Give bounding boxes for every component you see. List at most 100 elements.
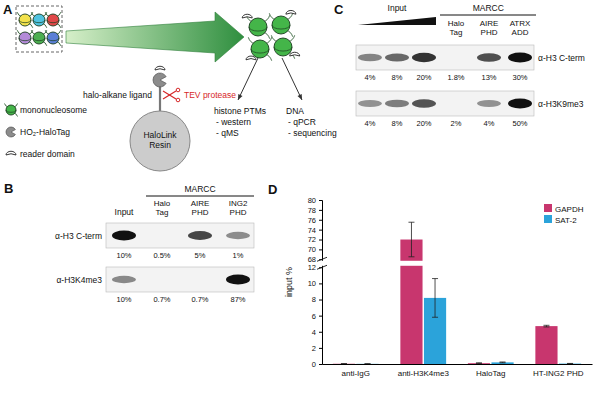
- dna-wrap: [47, 20, 59, 23]
- error-cap: [341, 363, 347, 364]
- nucleosome-icon: [45, 12, 61, 28]
- nucleosome-core: [274, 38, 292, 56]
- panel-label: B: [4, 181, 13, 196]
- legend-text: mononucleosome: [20, 105, 87, 115]
- lane-label: HaloTag: [154, 199, 171, 217]
- percent-label: 50%: [512, 119, 527, 128]
- blot-band: [477, 53, 501, 62]
- blot-band: [358, 100, 382, 107]
- output-title: histone PTMs: [214, 106, 266, 116]
- y-axis-title: input %: [284, 267, 294, 297]
- y-tick: 74: [308, 226, 322, 235]
- axis-break-mark: [317, 257, 327, 261]
- y-tick-label: 4: [312, 328, 316, 337]
- percent-label: 4%: [365, 119, 376, 128]
- figure: Ahistone PTMs- western- qMSDNA- qPCR- se…: [0, 0, 600, 398]
- y-tick-mark: [319, 249, 322, 250]
- error-bar: [432, 279, 438, 318]
- percent-label: 20%: [416, 73, 431, 82]
- lane-label: ING2PHD: [229, 199, 248, 217]
- scissor-handle: [176, 88, 180, 92]
- percent-label: 4%: [365, 73, 376, 82]
- y-tick-label: 76: [308, 216, 316, 225]
- dna-wrap: [19, 20, 31, 23]
- text-line: HaloLink: [143, 130, 177, 140]
- blot-band: [112, 276, 136, 283]
- error-cap: [543, 325, 549, 326]
- blot-membrane: [356, 45, 534, 70]
- error-cap: [476, 362, 482, 363]
- y-tick-label: 6: [312, 312, 316, 321]
- blot-band: [412, 53, 436, 62]
- nucleosome-core: [47, 32, 59, 44]
- scissor-handle: [176, 98, 180, 102]
- dna-wrap: [6, 110, 16, 112]
- antibody-label: α-H3K4me3: [56, 275, 102, 285]
- percent-label: 1%: [233, 251, 244, 260]
- text-line: Tag: [156, 208, 169, 217]
- input-box: [16, 6, 62, 52]
- legend-swatch: [544, 204, 552, 212]
- blot-band: [358, 54, 382, 61]
- text-line: Resin: [149, 140, 171, 150]
- reader-domain-icon: [242, 14, 252, 18]
- x-axis: anti-IgGanti-H3K4me3HaloTagHT-ING2 PHD: [323, 364, 593, 378]
- percent-label: 20%: [416, 119, 431, 128]
- error-cap: [432, 317, 438, 318]
- nucleosome-core: [19, 32, 31, 44]
- bar: [559, 363, 581, 364]
- dna-wrap: [274, 47, 292, 51]
- text-line: ADD: [512, 28, 529, 37]
- blot-band: [188, 276, 212, 282]
- dna-wrap: [47, 38, 59, 41]
- output-arrow: [238, 58, 258, 100]
- error-cap: [365, 363, 371, 364]
- percent-label: 13%: [481, 73, 496, 82]
- panel-label: A: [3, 2, 13, 17]
- nucleosome-icon: [246, 15, 269, 38]
- halotag-icon: [6, 127, 15, 137]
- ligand-label: halo-alkane ligand: [83, 90, 152, 100]
- error-bar: [476, 362, 482, 364]
- workflow-arrow: [66, 12, 244, 62]
- y-tick-mark: [319, 230, 322, 231]
- y-tick-mark: [319, 332, 322, 333]
- error-bar: [543, 325, 549, 327]
- input-header: Input: [115, 207, 135, 217]
- output-item: - qMS: [216, 128, 239, 138]
- y-tick: 80: [308, 196, 322, 205]
- legend-label: GAPDH: [555, 205, 584, 214]
- percent-label: 8%: [392, 73, 403, 82]
- blot-membrane: [106, 223, 254, 248]
- nucleosome-core: [19, 14, 31, 26]
- panel-blot_c: CInputMARCCHaloTagAIREPHDATRXADD4%8%20%1…: [334, 2, 585, 128]
- resin-label: HaloLinkResin: [143, 130, 177, 150]
- error-bar: [408, 222, 414, 257]
- y-tick: 6: [312, 312, 322, 321]
- group-rule: [146, 196, 254, 197]
- error-stem: [435, 279, 436, 318]
- reader-domain-icon: [286, 10, 296, 14]
- blot-band: [150, 232, 174, 239]
- dna-wrap: [19, 38, 31, 41]
- percent-label: 10%: [116, 295, 131, 304]
- x-tick-label: HT-ING2 PHD: [533, 369, 584, 378]
- y-tick-label: 78: [308, 206, 316, 215]
- legend: GAPDHSAT-2: [544, 204, 584, 225]
- y-tick-mark: [319, 210, 322, 211]
- error-cap: [432, 278, 438, 279]
- legend-swatch: [544, 215, 552, 223]
- y-axis-line: [319, 201, 323, 365]
- blot-band: [385, 53, 409, 61]
- text-line: Tag: [450, 28, 463, 37]
- group-header: MARCC: [184, 184, 215, 194]
- y-tick: 0: [312, 360, 322, 369]
- input-header: Input: [388, 3, 408, 13]
- antibody-label: α-H3 C-term: [538, 53, 585, 63]
- y-tick-mark: [319, 316, 322, 317]
- blot-band: [226, 232, 250, 239]
- reader-domain-icon: [6, 151, 16, 155]
- scissor-blade: [163, 91, 176, 99]
- percent-label: 5%: [195, 251, 206, 260]
- protease-label: TEV protease: [184, 90, 236, 100]
